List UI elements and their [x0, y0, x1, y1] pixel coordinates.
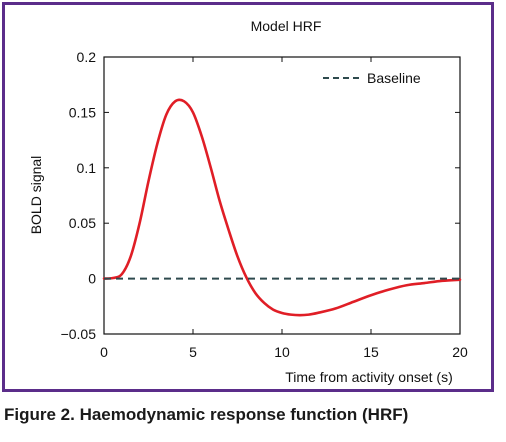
figure-frame: Model HRF 0 5 10 15 20 −0.05 0 0.05 0.1 0.15 0.2 B…	[2, 2, 494, 392]
x-tick-label: 20	[452, 344, 468, 360]
legend: Baseline	[323, 70, 421, 86]
legend-baseline-label: Baseline	[367, 70, 421, 86]
y-tick-label: 0.2	[77, 49, 97, 65]
y-tick-label: 0.05	[69, 215, 96, 231]
x-tick-label: 15	[363, 344, 379, 360]
y-tick-label: −0.05	[61, 326, 97, 342]
y-axis-label: BOLD signal	[28, 156, 44, 235]
series-hrf-line	[102, 98, 462, 317]
chart-title: Model HRF	[251, 18, 322, 34]
x-tick-label: 5	[189, 344, 197, 360]
figure-caption: Figure 2. Haemodynamic response function…	[4, 405, 409, 424]
y-tick-label: 0.1	[77, 160, 97, 176]
y-tick-label: 0.15	[69, 104, 96, 120]
y-tick-label: 0	[88, 271, 96, 287]
x-tick-label: 0	[100, 344, 108, 360]
plot-area	[103, 56, 461, 335]
x-tick-label: 10	[274, 344, 290, 360]
x-axis-label: Time from activity onset (s)	[285, 369, 453, 385]
